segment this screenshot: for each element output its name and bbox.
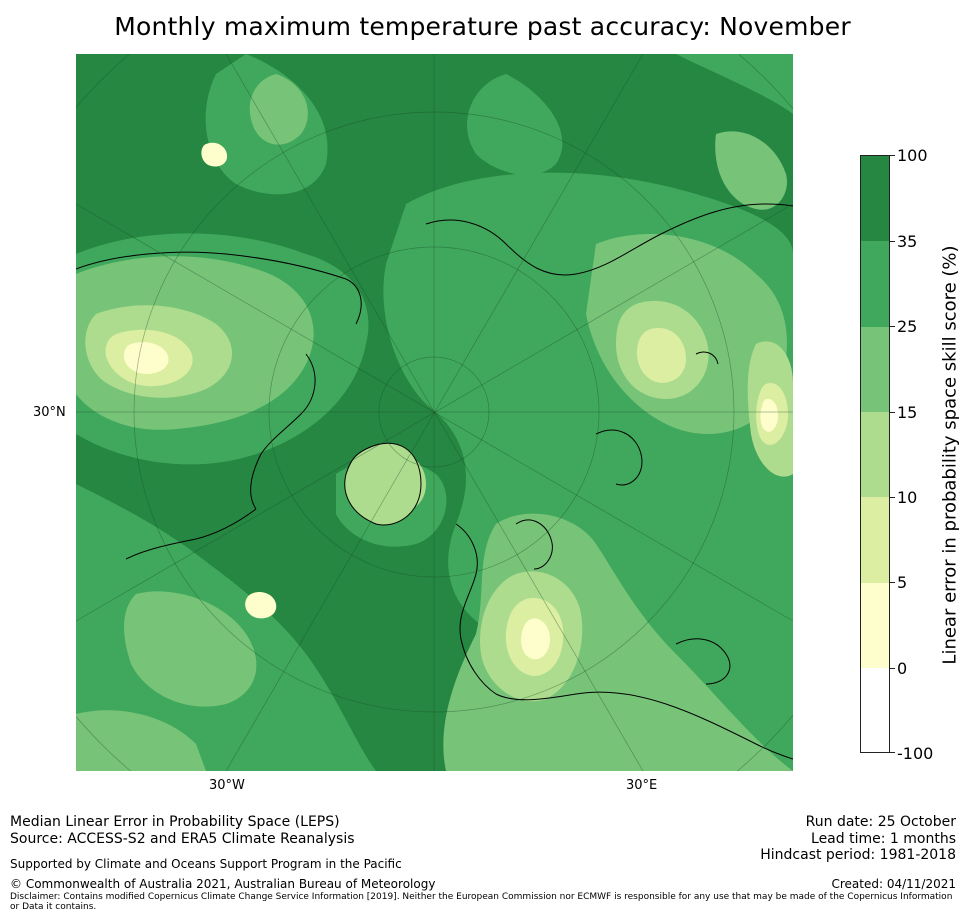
footer-copyright: © Commonwealth of Australia 2021, Austra… xyxy=(10,877,436,891)
colorbar-tick xyxy=(890,326,895,327)
colorbar-bin-neg100-0 xyxy=(861,668,889,752)
skill-band-0-5 xyxy=(124,142,779,660)
skill-score-map xyxy=(76,54,793,771)
colorbar-tick xyxy=(890,582,895,583)
graticule xyxy=(76,54,793,771)
colorbar-bin-5-10 xyxy=(861,497,889,583)
colorbar-label-5: 5 xyxy=(897,573,908,592)
greenland-shape xyxy=(344,442,422,526)
colorbar-bin-10-15 xyxy=(861,412,889,497)
colorbar xyxy=(860,155,890,753)
colorbar-tick xyxy=(890,412,895,413)
longitude-label-30w: 30°W xyxy=(209,778,245,793)
longitude-label-30e: 30°E xyxy=(626,778,658,793)
colorbar-tick xyxy=(890,497,895,498)
colorbar-bin-15-25 xyxy=(861,327,889,412)
colorbar-label-neg100: -100 xyxy=(897,744,934,763)
colorbar-label-35: 35 xyxy=(897,232,918,251)
footer-source: Source: ACCESS-S2 and ERA5 Climate Reana… xyxy=(10,831,355,847)
colorbar-label-15: 15 xyxy=(897,403,918,422)
footer-created: Created: 04/11/2021 xyxy=(831,877,956,891)
colorbar-bin-35-100 xyxy=(861,156,889,241)
colorbar-tick xyxy=(890,155,895,156)
colorbar-label-25: 25 xyxy=(897,317,918,336)
colorbar-bin-25-35 xyxy=(861,241,889,327)
colorbar-title: Linear error in probability space skill … xyxy=(939,245,961,665)
footer-lead-time: Lead time: 1 months xyxy=(811,831,956,847)
colorbar-tick xyxy=(890,668,895,669)
latitude-label-30n: 30°N xyxy=(33,405,66,420)
colorbar-tick xyxy=(890,752,895,753)
colorbar-bin-0-5 xyxy=(861,583,889,668)
chart-title: Monthly maximum temperature past accurac… xyxy=(114,12,851,41)
colorbar-label-0: 0 xyxy=(897,659,908,678)
footer-support: Supported by Climate and Oceans Support … xyxy=(10,857,402,871)
footer-hindcast: Hindcast period: 1981-2018 xyxy=(760,847,956,863)
colorbar-label-100: 100 xyxy=(897,146,928,165)
colorbar-label-10: 10 xyxy=(897,488,918,507)
footer-disclaimer: Disclaimer: Contains modified Copernicus… xyxy=(10,892,953,912)
colorbar-tick xyxy=(890,241,895,242)
footer-run-date: Run date: 25 October xyxy=(805,814,956,830)
coastlines xyxy=(76,203,793,760)
footer-method: Median Linear Error in Probability Space… xyxy=(10,814,340,830)
